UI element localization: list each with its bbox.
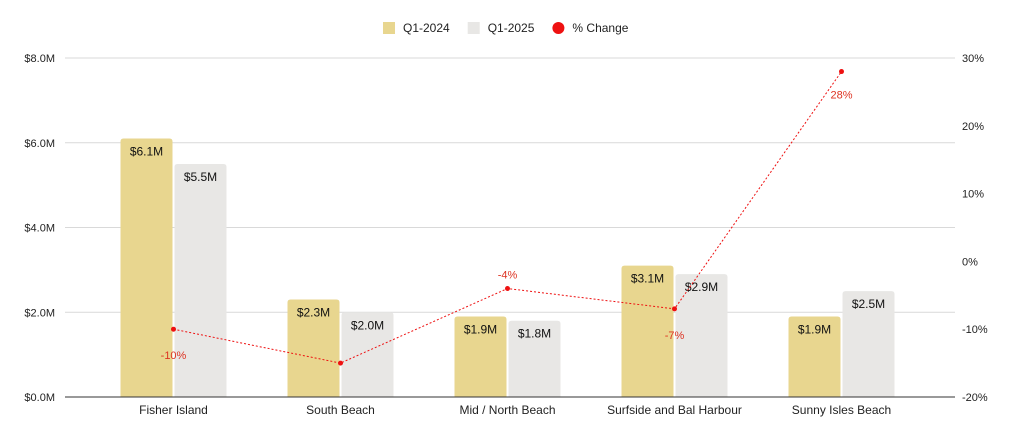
y-left-tick: $2.0M (24, 307, 55, 319)
pct-change-line (173, 71, 842, 364)
pct-change-point (839, 69, 844, 75)
legend-swatch (467, 22, 480, 34)
bar-q1-2024 (454, 316, 507, 397)
y-left-tick: $8.0M (24, 53, 55, 65)
bar-label: $2.0M (351, 318, 384, 332)
legend-label: % Change (572, 21, 628, 35)
bar-q1-2024 (120, 138, 173, 397)
pct-change-point (672, 306, 677, 312)
legend-label: Q1-2024 (403, 21, 450, 35)
bar-q1-2024 (788, 316, 841, 397)
y-left-tick: $6.0M (24, 138, 55, 150)
bar-q1-2025 (174, 163, 227, 397)
pct-change-point (171, 326, 176, 332)
legend-swatch (383, 22, 395, 34)
bar-q1-2025 (842, 291, 895, 397)
x-tick: South Beach (306, 403, 375, 417)
pct-label: -10% (161, 350, 187, 362)
bar-label: $3.1M (631, 272, 664, 286)
bar-label: $1.8M (518, 327, 551, 341)
x-tick: Sunny Isles Beach (792, 403, 891, 417)
y-right-tick: 0% (962, 256, 978, 268)
bar-q1-2025 (675, 274, 728, 397)
x-tick: Surfside and Bal Harbour (607, 403, 742, 417)
pct-label: -7% (665, 330, 685, 342)
x-tick: Fisher Island (139, 403, 208, 417)
pct-change-point (505, 286, 510, 292)
pct-change-point (338, 360, 343, 366)
bar-q1-2024 (287, 299, 340, 397)
y-right-tick: 10% (962, 189, 984, 201)
bar-label: $2.9M (685, 280, 718, 294)
bar-q1-2025 (341, 312, 394, 397)
y-left-tick: $0.0M (24, 392, 55, 404)
x-tick: Mid / North Beach (459, 403, 555, 417)
bar-label: $1.9M (798, 322, 831, 336)
bar-q1-2024 (621, 265, 674, 397)
bar-label: $6.1M (130, 145, 163, 159)
pct-label: -4% (498, 270, 518, 282)
bar-label: $1.9M (464, 322, 497, 336)
bar-label: $2.3M (297, 306, 330, 320)
legend-label: Q1-2025 (488, 21, 535, 35)
pct-label: 28% (830, 90, 852, 102)
legend-swatch (552, 22, 565, 34)
y-right-tick: -20% (962, 392, 988, 404)
bar-q1-2025 (508, 320, 561, 397)
y-right-tick: 30% (962, 53, 984, 65)
bar-label: $2.5M (852, 297, 885, 311)
y-right-tick: -10% (962, 324, 988, 336)
y-right-tick: 20% (962, 121, 984, 133)
bar-label: $5.5M (184, 170, 217, 184)
y-left-tick: $4.0M (24, 223, 55, 235)
